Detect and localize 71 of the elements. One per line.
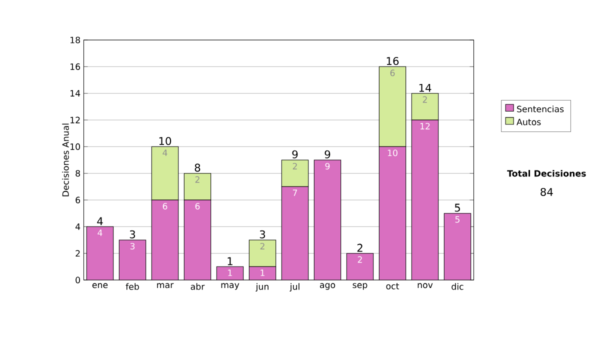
text: Total Decisiones bbox=[507, 170, 586, 177]
total-label: 8 bbox=[194, 164, 200, 172]
data-label: 6 bbox=[390, 70, 395, 76]
data-label: 2 bbox=[260, 242, 264, 250]
bar bbox=[86, 226, 114, 280]
bar bbox=[379, 146, 406, 280]
bar bbox=[282, 186, 308, 280]
y-tick-label: 6 bbox=[76, 196, 80, 204]
bar bbox=[314, 160, 341, 280]
total-label: 1 bbox=[228, 257, 232, 266]
x-tick-label: jun bbox=[256, 283, 268, 292]
y-tick-label: 0 bbox=[76, 276, 80, 284]
total-label: 9 bbox=[292, 150, 298, 158]
x-tick-label: feb bbox=[126, 283, 139, 290]
total-label: 10 bbox=[159, 136, 172, 146]
legend-label: Sentencias bbox=[517, 106, 564, 112]
data-label: 4 bbox=[162, 150, 168, 156]
y-tick-label: 18 bbox=[70, 36, 80, 44]
data-label: 1 bbox=[228, 270, 232, 276]
y-tick-label: 4 bbox=[76, 224, 80, 230]
data-label: 2 bbox=[422, 96, 427, 103]
data-label: 5 bbox=[455, 216, 460, 223]
x-tick-label: nov bbox=[418, 283, 433, 288]
y-tick-label: 8 bbox=[76, 170, 80, 177]
x-tick-label: jul bbox=[290, 283, 300, 292]
data-label: 4 bbox=[98, 230, 102, 236]
bar bbox=[412, 120, 438, 280]
text: 84 bbox=[540, 188, 553, 196]
data-label: 6 bbox=[195, 202, 200, 210]
legend-label: Autos bbox=[516, 118, 541, 126]
data-label: 1 bbox=[260, 270, 264, 276]
y-tick-label: 14 bbox=[70, 90, 80, 96]
x-tick-label: dic bbox=[452, 283, 464, 290]
y-axis-title: Decisiones Anual bbox=[62, 124, 69, 196]
data-label: 12 bbox=[420, 122, 430, 130]
bar bbox=[444, 213, 472, 280]
y-tick-label: 16 bbox=[70, 63, 80, 70]
bar bbox=[184, 200, 211, 280]
total-label: 4 bbox=[97, 217, 103, 226]
data-label: 2 bbox=[292, 162, 297, 170]
data-label: 2 bbox=[195, 176, 200, 183]
x-tick-label: abr bbox=[190, 283, 205, 290]
x-tick-label: ago bbox=[320, 283, 336, 290]
bar bbox=[346, 253, 374, 280]
x-tick-label: may bbox=[221, 283, 240, 290]
bar bbox=[248, 240, 276, 267]
y-tick-label: 12 bbox=[70, 116, 80, 124]
bar bbox=[151, 146, 179, 200]
bar bbox=[184, 173, 212, 200]
total-label: 16 bbox=[386, 56, 399, 66]
y-tick-label: 2 bbox=[76, 250, 80, 257]
x-tick-label: oct bbox=[386, 283, 400, 290]
bar bbox=[281, 160, 309, 187]
x-tick-label: ene bbox=[92, 283, 108, 288]
total-label: 9 bbox=[324, 150, 330, 158]
total-label: 5 bbox=[454, 204, 460, 212]
x-tick-label: mar bbox=[157, 283, 174, 288]
total-label: 14 bbox=[419, 84, 432, 92]
total-label: 3 bbox=[260, 230, 266, 238]
bar bbox=[152, 200, 178, 280]
data-label: 6 bbox=[162, 202, 168, 210]
total-label: 3 bbox=[130, 230, 136, 238]
bar bbox=[119, 240, 146, 280]
data-label: 2 bbox=[358, 256, 362, 263]
y-tick-label: 10 bbox=[70, 143, 80, 150]
total-label: 2 bbox=[357, 244, 362, 252]
data-label: 10 bbox=[388, 150, 398, 156]
data-label: 3 bbox=[130, 242, 135, 250]
data-label: 7 bbox=[292, 190, 298, 196]
x-tick-label: sep bbox=[352, 283, 368, 290]
data-label: 9 bbox=[325, 162, 330, 170]
